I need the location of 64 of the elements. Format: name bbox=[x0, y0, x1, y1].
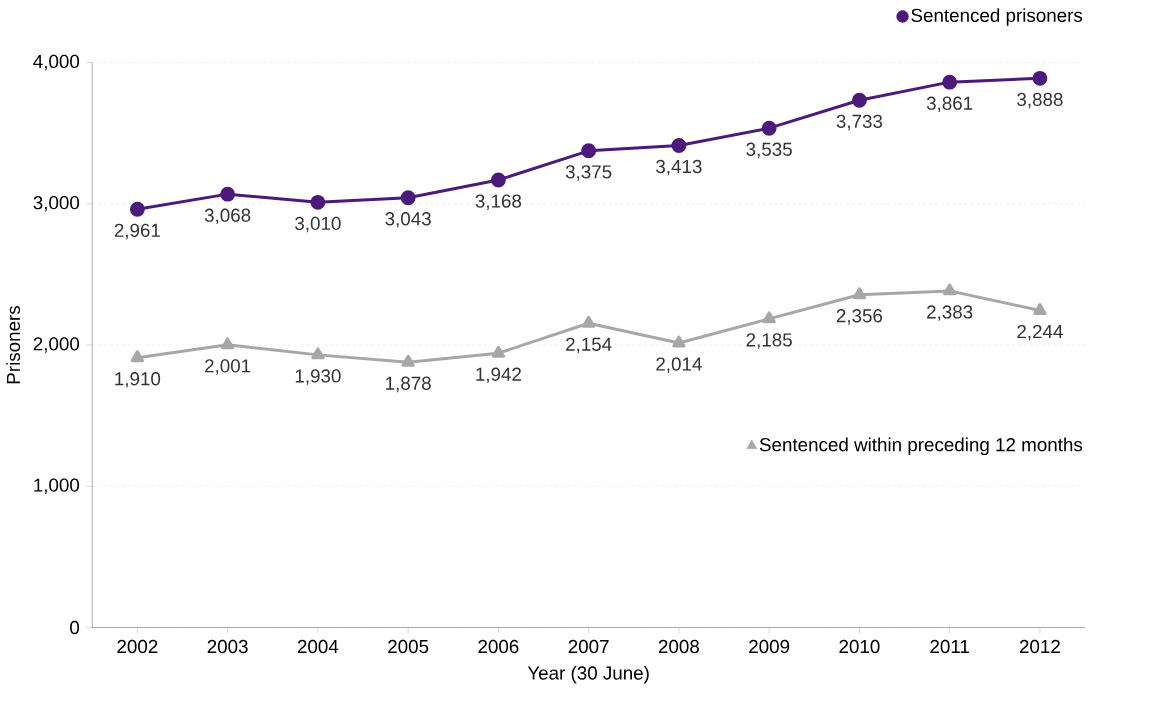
data-label: 3,413 bbox=[656, 159, 702, 176]
point bbox=[581, 143, 597, 159]
x-tick-label: 2011 bbox=[930, 639, 969, 654]
point bbox=[401, 354, 415, 367]
data-label: 1,930 bbox=[295, 369, 341, 385]
data-label: 3,888 bbox=[1017, 92, 1063, 109]
point bbox=[400, 190, 416, 206]
data-label: 3,535 bbox=[746, 142, 792, 159]
data-label: 3,733 bbox=[836, 114, 883, 131]
data-label: 2,244 bbox=[1017, 325, 1063, 341]
data-label: 3,068 bbox=[204, 208, 251, 225]
point bbox=[761, 120, 777, 136]
y-tick-label: 0 bbox=[70, 620, 80, 635]
data-label: 2,001 bbox=[205, 359, 251, 375]
x-axis-title: Year (30 June) bbox=[527, 665, 649, 684]
point bbox=[491, 345, 506, 358]
data-label: 2,961 bbox=[114, 223, 160, 240]
x-tick-label: 2008 bbox=[658, 639, 699, 654]
point bbox=[311, 347, 325, 360]
point bbox=[220, 337, 235, 350]
data-label: 2,014 bbox=[656, 357, 702, 374]
point bbox=[852, 287, 867, 300]
y-tick-label: 4,000 bbox=[33, 54, 80, 71]
x-tick-label: 2007 bbox=[568, 639, 609, 654]
point bbox=[672, 335, 686, 348]
data-label: 2,383 bbox=[927, 305, 973, 321]
point bbox=[942, 74, 958, 90]
point bbox=[129, 201, 145, 217]
point bbox=[1032, 71, 1048, 86]
x-tick-label: 2010 bbox=[839, 639, 880, 654]
data-label: 1,942 bbox=[476, 367, 521, 384]
x-tick-label: 2006 bbox=[478, 639, 519, 654]
data-label: 3,861 bbox=[926, 96, 973, 113]
x-tick-label: 2003 bbox=[207, 639, 248, 654]
point bbox=[581, 315, 596, 328]
legend-label: Sentenced within preceding 12 months bbox=[759, 437, 1083, 456]
data-label: 3,375 bbox=[565, 165, 612, 181]
data-label: 3,043 bbox=[385, 212, 431, 228]
data-label: 1,878 bbox=[386, 376, 431, 393]
data-label: 2,185 bbox=[746, 333, 792, 349]
data-label: 2,154 bbox=[566, 337, 612, 354]
point bbox=[310, 194, 326, 210]
data-label: 2,356 bbox=[836, 309, 883, 325]
data-label: 3,168 bbox=[475, 194, 522, 211]
y-axis-title: Prisoners bbox=[6, 306, 21, 384]
x-tick-label: 2012 bbox=[1019, 639, 1060, 654]
point bbox=[130, 350, 145, 363]
data-label: 1,910 bbox=[115, 372, 161, 388]
point bbox=[490, 172, 506, 188]
point bbox=[762, 311, 776, 324]
y-tick-label: 3,000 bbox=[33, 196, 80, 212]
x-tick-label: 2005 bbox=[388, 639, 429, 654]
x-tick-label: 2002 bbox=[117, 639, 158, 654]
x-tick-label: 2009 bbox=[749, 639, 790, 654]
point bbox=[220, 186, 236, 202]
legend-label: Sentenced prisoners bbox=[911, 8, 1083, 26]
y-tick-label: 1,000 bbox=[34, 478, 80, 495]
point bbox=[943, 283, 957, 296]
data-label: 3,010 bbox=[295, 216, 341, 233]
y-tick-label: 2,000 bbox=[33, 337, 80, 353]
point bbox=[1033, 303, 1047, 316]
x-tick-label: 2004 bbox=[297, 639, 339, 654]
point bbox=[671, 138, 687, 153]
point bbox=[851, 92, 867, 108]
